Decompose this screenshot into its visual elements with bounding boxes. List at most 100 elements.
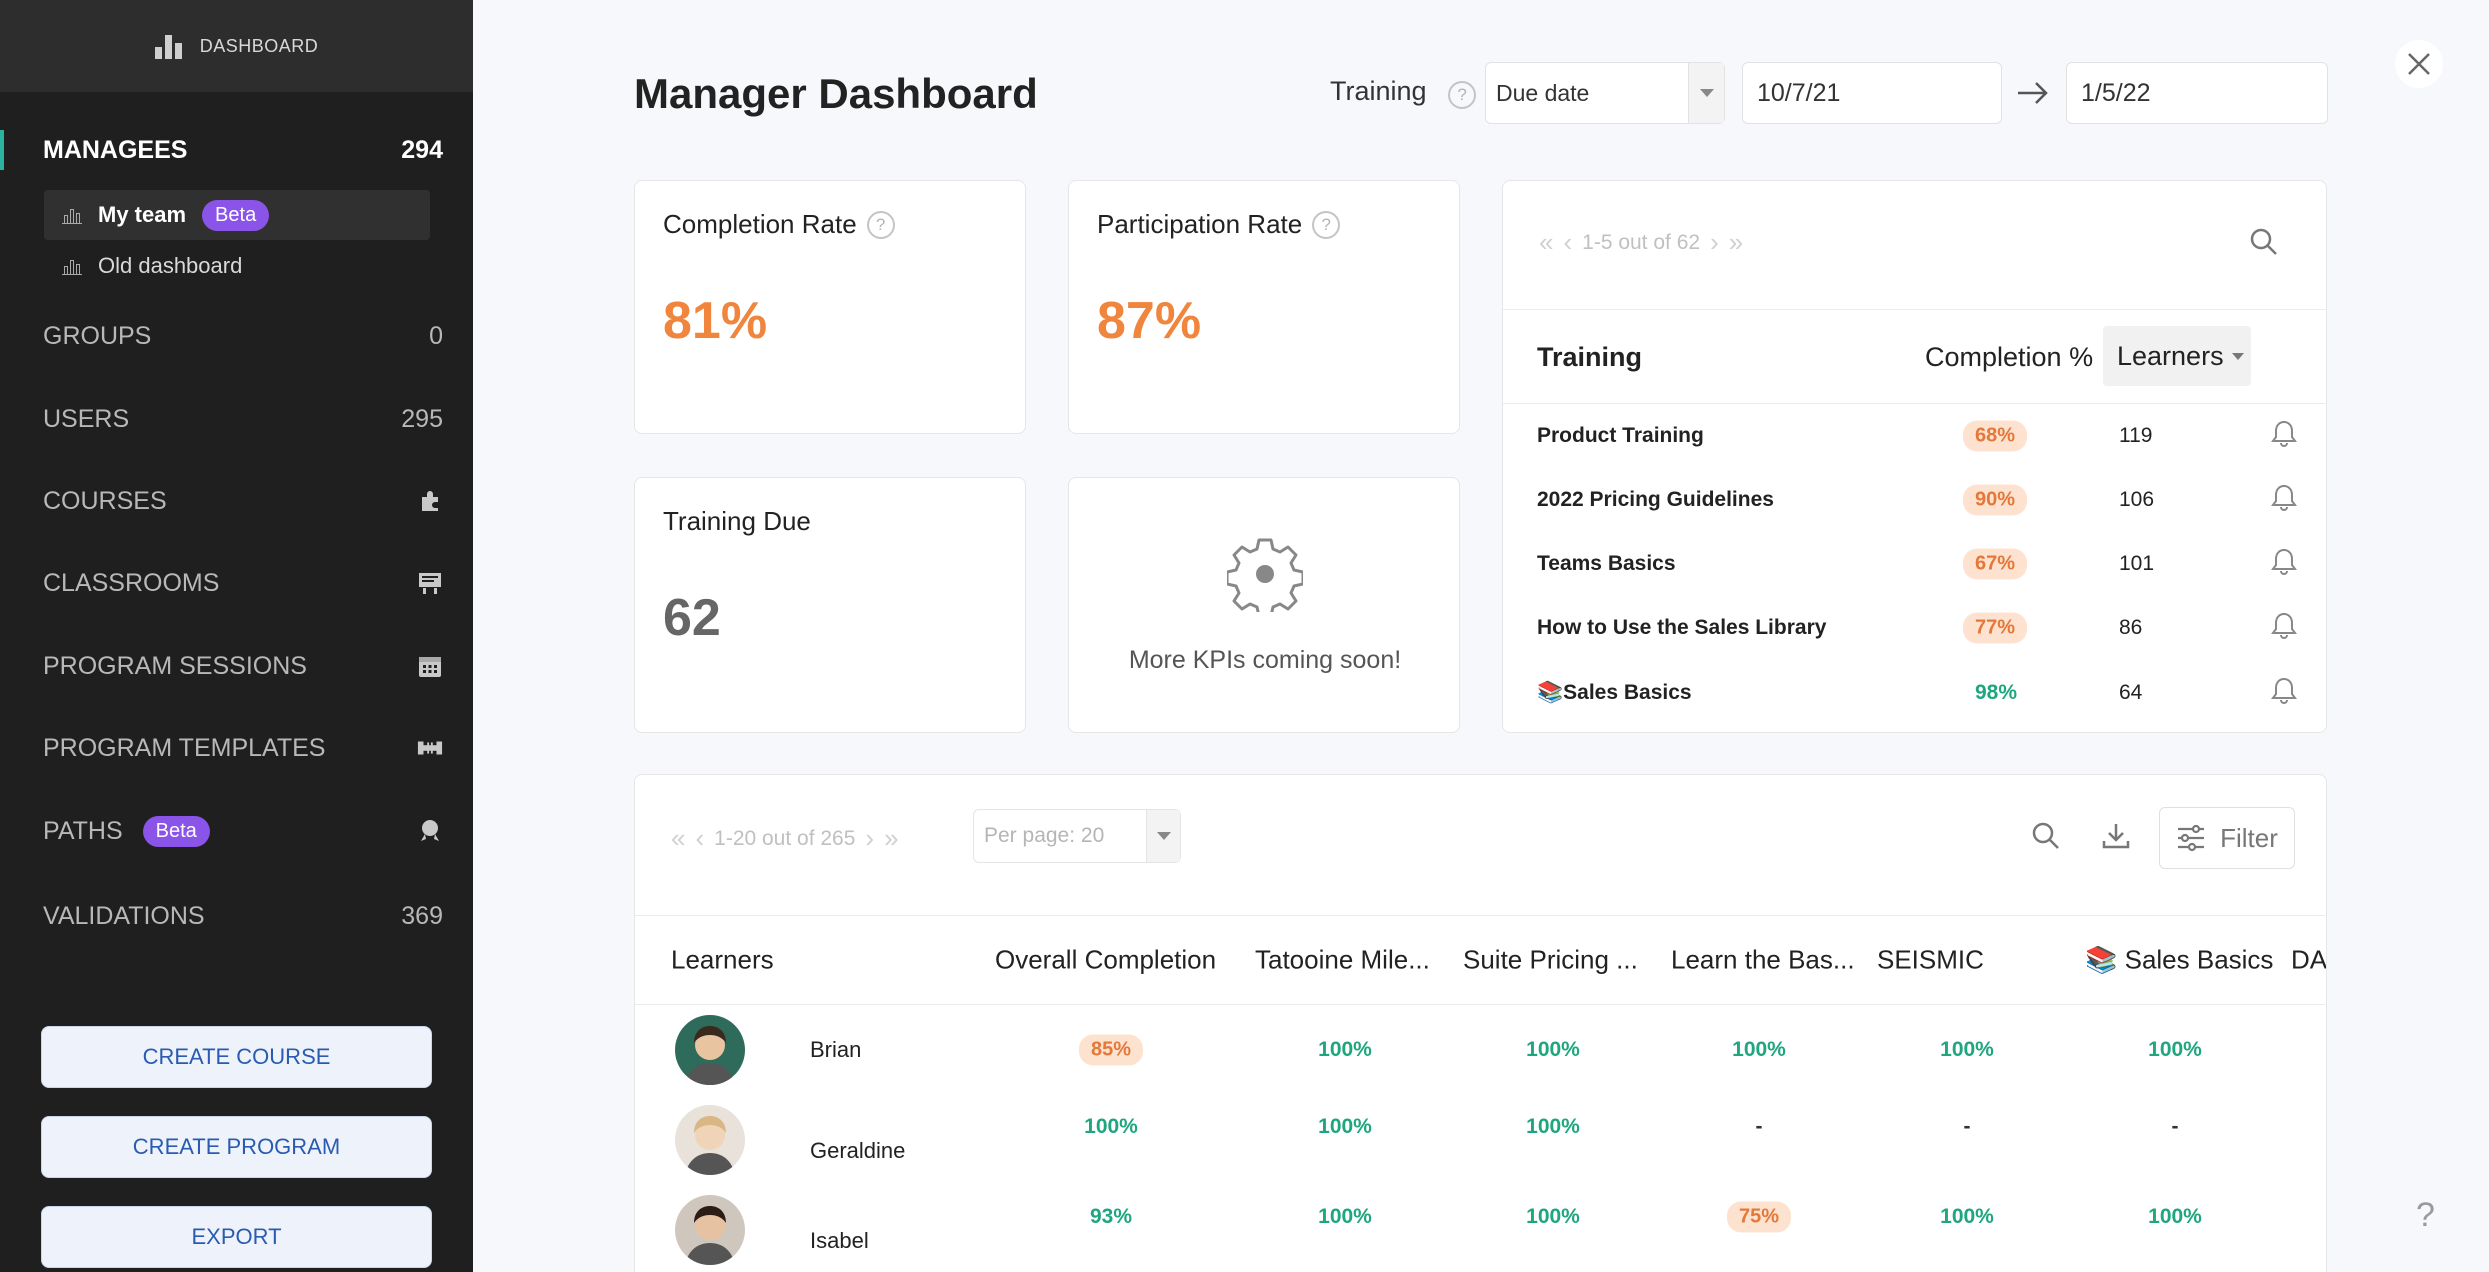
learners-count: 119 xyxy=(2119,424,2153,447)
bell-icon[interactable] xyxy=(2271,483,2297,517)
download-icon[interactable] xyxy=(2101,821,2131,856)
training-pager: « ‹ 1-5 out of 62 › » xyxy=(1539,227,1743,258)
help-icon[interactable]: ? xyxy=(866,210,895,239)
completion-cell: 100% xyxy=(1526,1204,1580,1228)
prev-page-icon[interactable]: ‹ xyxy=(695,823,705,853)
header-seismic[interactable]: SEISMIC xyxy=(1877,944,1984,975)
header-overall-completion[interactable]: Overall Completion xyxy=(995,944,1217,975)
per-page-select[interactable]: Per page: 20 xyxy=(973,809,1181,863)
completion-cell: 100% xyxy=(1526,1114,1580,1138)
sidebar-item-label: USERS xyxy=(43,404,130,433)
training-table-header: Training Completion % Learners xyxy=(1503,309,2326,404)
completion-cell: 85% xyxy=(1078,1034,1144,1066)
sidebar-item-courses[interactable]: COURSES xyxy=(0,476,473,526)
close-button[interactable] xyxy=(2395,40,2443,88)
search-icon[interactable] xyxy=(2031,821,2061,856)
help-icon[interactable]: ? xyxy=(1312,210,1341,239)
rocket-icon xyxy=(417,818,443,844)
start-date-input[interactable]: 10/7/21 xyxy=(1742,62,2002,124)
end-date-input[interactable]: 1/5/22 xyxy=(2066,62,2328,124)
sidebar-item-users[interactable]: USERS 295 xyxy=(0,394,473,444)
training-name[interactable]: Teams Basics xyxy=(1537,552,1676,575)
training-name[interactable]: Product Training xyxy=(1537,424,1704,447)
sidebar-item-label: Old dashboard xyxy=(98,253,243,278)
next-page-icon[interactable]: › xyxy=(1710,227,1719,257)
last-page-icon[interactable]: » xyxy=(884,823,899,853)
avatar xyxy=(675,1195,745,1265)
header-learners-sort[interactable]: Learners xyxy=(2103,326,2251,386)
avatar xyxy=(675,1105,745,1175)
first-page-icon[interactable]: « xyxy=(671,823,686,853)
training-name[interactable]: 📚Sales Basics xyxy=(1537,681,1692,704)
table-row[interactable]: How to Use the Sales Library 77% 86 xyxy=(1503,596,2326,660)
learners-pager: « ‹ 1-20 out of 265 › » xyxy=(671,823,899,854)
more-kpis-text: More KPIs coming soon! xyxy=(1128,646,1402,674)
learner-name[interactable]: Isabel xyxy=(810,1227,869,1253)
dashboard-link[interactable]: DASHBOARD xyxy=(0,0,473,92)
help-button[interactable]: ? xyxy=(2416,1196,2435,1234)
bell-icon[interactable] xyxy=(2271,419,2297,453)
managees-count: 294 xyxy=(401,135,443,164)
sidebar-item-program-templates[interactable]: PROGRAM TEMPLATES xyxy=(0,723,473,773)
filter-button[interactable]: Filter xyxy=(2159,807,2295,869)
training-name[interactable]: 2022 Pricing Guidelines xyxy=(1537,488,1774,511)
table-row[interactable]: Geraldine 100% 100% 100% - - - xyxy=(635,1095,2325,1185)
table-row[interactable]: 2022 Pricing Guidelines 90% 106 xyxy=(1503,468,2326,532)
sidebar-item-my-team[interactable]: My team Beta xyxy=(44,190,430,240)
export-button[interactable]: EXPORT xyxy=(41,1206,432,1268)
completion-badge: 90% xyxy=(1963,484,2028,516)
header-suite-pricing[interactable]: Suite Pricing ... xyxy=(1463,944,1638,975)
sidebar-item-classrooms[interactable]: CLASSROOMS xyxy=(0,558,473,608)
first-page-icon[interactable]: « xyxy=(1539,227,1554,257)
header-learners[interactable]: Learners xyxy=(671,944,774,975)
beta-badge: Beta xyxy=(202,199,270,231)
beta-badge: Beta xyxy=(142,815,210,847)
filter-label: Filter xyxy=(2220,822,2278,853)
bell-icon[interactable] xyxy=(2271,676,2297,710)
sidebar-item-old-dashboard[interactable]: Old dashboard xyxy=(44,241,430,291)
header-tatooine[interactable]: Tatooine Mile... xyxy=(1255,944,1430,975)
puzzle-icon xyxy=(417,488,443,514)
learner-name[interactable]: Brian xyxy=(810,1037,862,1062)
create-course-button[interactable]: CREATE COURSE xyxy=(41,1026,432,1088)
header-sales-basics[interactable]: 📚 Sales Basics xyxy=(2085,944,2274,975)
sidebar-item-managees[interactable]: MANAGEES 294 xyxy=(0,125,473,175)
date-type-value: Due date xyxy=(1496,79,1590,106)
bell-icon[interactable] xyxy=(2271,611,2297,645)
sidebar-item-validations[interactable]: VALIDATIONS 369 xyxy=(0,891,473,941)
last-page-icon[interactable]: » xyxy=(1728,227,1744,257)
sidebar-item-paths[interactable]: PATHS Beta xyxy=(0,806,473,856)
bell-icon[interactable] xyxy=(2271,547,2297,581)
table-row[interactable]: 📚Sales Basics 98% 64 xyxy=(1503,661,2326,725)
sidebar-item-groups[interactable]: GROUPS 0 xyxy=(0,311,473,361)
classroom-icon xyxy=(417,570,443,596)
chevron-down-icon xyxy=(1146,810,1180,862)
table-row[interactable]: Isabel 93% 100% 100% 75% 100% 100% xyxy=(635,1185,2325,1272)
header-completion[interactable]: Completion % xyxy=(1925,342,2094,372)
date-type-select[interactable]: Due date xyxy=(1485,62,1725,124)
create-program-button[interactable]: CREATE PROGRAM xyxy=(41,1116,432,1178)
prev-page-icon[interactable]: ‹ xyxy=(1563,227,1573,257)
table-row[interactable]: Brian 85% 100% 100% 100% 100% 100% xyxy=(635,1005,2325,1095)
sidebar-item-label: GROUPS xyxy=(43,321,152,350)
participation-rate-title: Participation Rate ? xyxy=(1097,209,1341,240)
completion-cell: 100% xyxy=(1526,1038,1580,1061)
validations-count: 369 xyxy=(401,901,443,930)
next-page-icon[interactable]: › xyxy=(865,823,875,853)
gear-icon xyxy=(1225,536,1305,618)
table-row[interactable]: Teams Basics 67% 101 xyxy=(1503,532,2326,596)
help-icon[interactable]: ? xyxy=(1448,81,1477,109)
header-da[interactable]: DA xyxy=(2291,944,2327,975)
learner-name[interactable]: Geraldine xyxy=(810,1137,906,1163)
training-due-title: Training Due xyxy=(663,506,811,537)
sidebar-item-program-sessions[interactable]: PROGRAM SESSIONS xyxy=(0,641,473,691)
participation-rate-value: 87% xyxy=(1097,292,1202,350)
completion-badge: 98% xyxy=(1975,681,2018,704)
completion-rate-label: Completion Rate xyxy=(663,209,857,239)
completion-cell: - xyxy=(1963,1114,1971,1138)
table-row[interactable]: Product Training 68% 119 xyxy=(1503,404,2326,468)
training-name[interactable]: How to Use the Sales Library xyxy=(1537,616,1827,639)
header-learn-basics[interactable]: Learn the Bas... xyxy=(1671,944,1855,975)
learners-table: « ‹ 1-20 out of 265 › » Per page: 20 Fil… xyxy=(634,774,2327,1272)
search-icon[interactable] xyxy=(2249,227,2279,262)
